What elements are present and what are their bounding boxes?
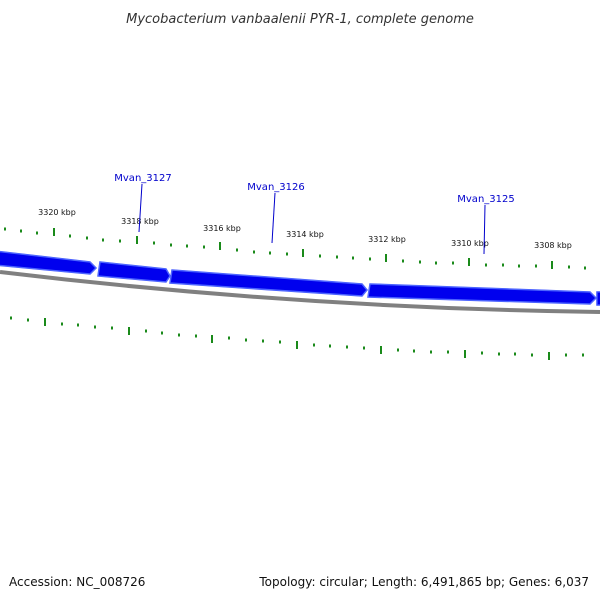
gene-leader-line [483,204,486,255]
gene-leader-line [271,192,276,244]
outer-ruler-ticks [4,227,586,270]
gene-label-mvan-3127[interactable]: Mvan_3127 [114,173,171,184]
genome-backbone [0,270,600,314]
gene-arrow-outline [367,283,597,305]
gene-label-mvan-3126[interactable]: Mvan_3126 [247,182,304,193]
accession-label: Accession: NC_008726 [9,575,145,589]
gene-callouts: Mvan_3127 Mvan_3126 Mvan_3125 [114,173,515,255]
gene-arrow-right-partial[interactable] [596,291,600,306]
ruler-kbp-label: 3320 kbp [38,208,76,217]
gene-label-mvan-3125[interactable]: Mvan_3125 [457,194,514,205]
gene-arrow-outline [169,269,368,297]
genome-summary: Topology: circular; Length: 6,491,865 bp… [258,575,589,589]
gene-arrow-outline [0,251,97,275]
ruler-kbp-label: 3308 kbp [534,241,572,250]
ruler-kbp-label: 3316 kbp [203,224,241,233]
map-title: Mycobacterium vanbaalenii PYR-1, complet… [126,12,474,27]
gene-leader-line [138,183,143,233]
inner-ruler-ticks [10,316,584,360]
ruler-kbp-label: 3314 kbp [286,230,324,239]
gene-arrow-left-partial[interactable] [0,250,98,275]
gene-arrows [0,250,600,306]
ruler-kbp-label: 3310 kbp [451,239,489,248]
gene-arrow-outline [97,261,171,283]
ruler-kbp-label: 3312 kbp [368,235,406,244]
